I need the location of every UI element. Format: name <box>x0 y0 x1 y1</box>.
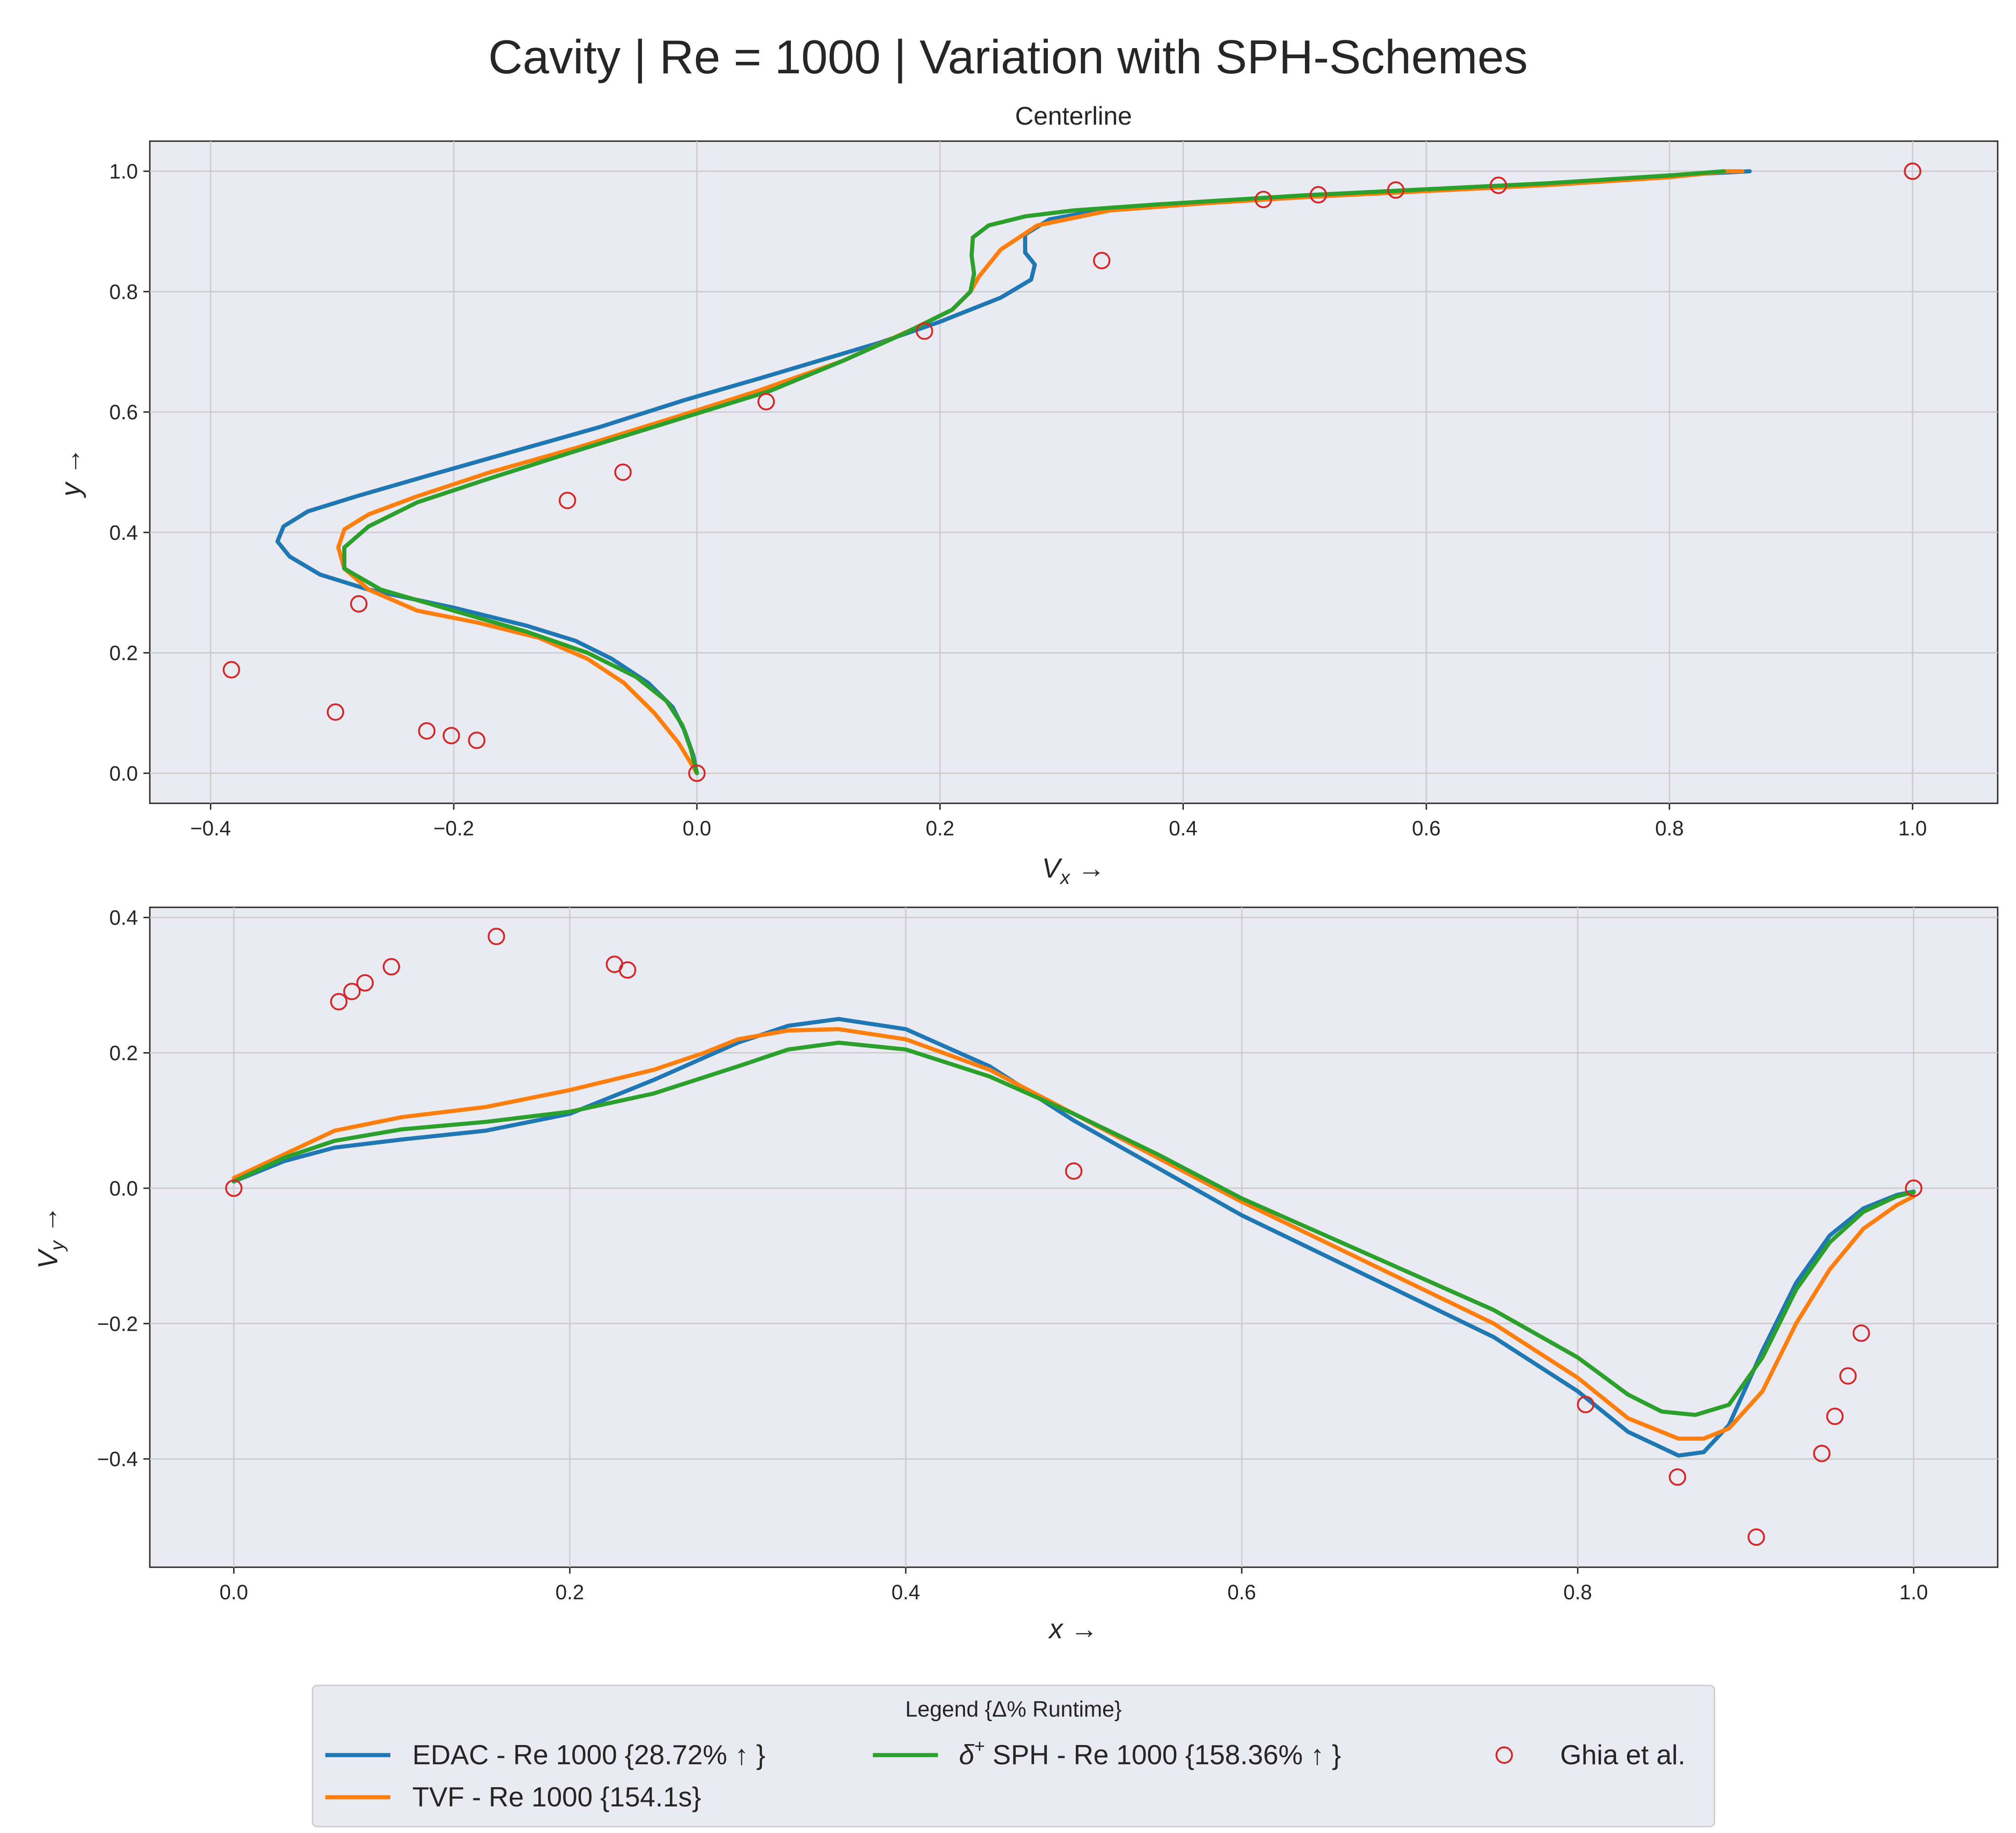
x-ticks: −0.4 −0.2 0.0 0.2 0.4 0.6 0.8 1.0 <box>190 803 1927 840</box>
x-tick-label: 0.6 <box>1412 817 1441 840</box>
ghia-data-point <box>1748 1528 1765 1546</box>
legend-marker-ghia <box>1496 1746 1513 1764</box>
y-tick-label: 0.2 <box>109 1042 138 1065</box>
x-tick-label: 0.4 <box>1169 817 1198 840</box>
ghia-data-point <box>1490 176 1507 194</box>
ghia-data-point <box>330 993 348 1010</box>
y-tick-label: 0.0 <box>109 762 138 785</box>
y-tick-label: −0.2 <box>97 1312 138 1335</box>
panel-title: Centerline <box>1015 101 1132 130</box>
figure-title: Cavity | Re = 1000 | Variation with SPH-… <box>488 31 1528 84</box>
delta-plus-sph-series-line <box>231 1040 1916 1417</box>
x-tick-label: 0.0 <box>683 817 712 840</box>
x-tick-label: −0.2 <box>433 817 474 840</box>
ghia-data-point <box>614 463 632 481</box>
legend: Legend {Δ% Runtime} EDAC - Re 1000 {28.7… <box>312 1685 1715 1828</box>
y-tick-label: 0.2 <box>109 642 138 665</box>
y-axis-label: Vy → <box>33 1206 68 1269</box>
x-ticks: 0.0 0.2 0.4 0.6 0.8 1.0 <box>219 1567 1928 1604</box>
ghia-data-point <box>757 393 775 411</box>
grid <box>150 141 1998 803</box>
ghia-data-point <box>443 727 460 745</box>
y-tick-label: 0.0 <box>109 1177 138 1200</box>
legend-label-ghia: Ghia et al. <box>1560 1740 1686 1770</box>
centerline-vx-panel: −0.4 −0.2 0.0 0.2 0.4 0.6 0.8 1.0 0.00.20.40.60… <box>55 101 1999 888</box>
ghia-data-point <box>225 1179 243 1197</box>
grid <box>150 907 1998 1567</box>
ghia-data-point <box>1387 181 1405 199</box>
legend-label-dsph: δ+ SPH - Re 1000 {158.36% ↑ } <box>959 1736 1341 1770</box>
x-tick-label: 0.4 <box>892 1581 920 1604</box>
x-tick-label: 1.0 <box>1898 817 1927 840</box>
x-tick-label: −0.4 <box>190 817 231 840</box>
ghia-data-point <box>688 764 706 782</box>
ghia-data-point <box>350 595 368 613</box>
ghia-data-point <box>223 661 241 679</box>
ghia-data-point <box>488 927 505 945</box>
ghia-data-point <box>1826 1407 1844 1425</box>
ghia-data-point <box>1852 1324 1870 1342</box>
y-tick-label: 1.0 <box>109 160 138 183</box>
x-tick-label: 0.8 <box>1563 1581 1592 1604</box>
ghia-data-point <box>1839 1367 1857 1385</box>
ghia-data-point <box>383 958 400 976</box>
ghia-data-point <box>1577 1395 1594 1413</box>
y-tick-label: 0.8 <box>109 280 138 303</box>
marker-layer <box>225 927 1923 1546</box>
ghia-data-point <box>1904 162 1922 180</box>
ghia-data-point <box>915 322 933 340</box>
ghia-data-point <box>327 703 345 721</box>
ghia-data-point <box>468 731 486 749</box>
y-axis-label: y → <box>55 448 86 499</box>
tvf-series-line <box>231 1027 1916 1441</box>
ghia-data-point <box>1669 1468 1687 1486</box>
ghia-data-point <box>356 974 374 992</box>
x-tick-label: 1.0 <box>1899 1581 1928 1604</box>
x-tick-label: 0.6 <box>1227 1581 1256 1604</box>
x-axis-label: Vx → <box>1042 853 1105 888</box>
plot-area <box>149 140 1999 804</box>
x-tick-label: 0.0 <box>219 1581 248 1604</box>
ghia-data-point <box>343 982 361 1000</box>
y-tick-label: −0.4 <box>97 1448 138 1471</box>
legend-title: Legend {Δ% Runtime} <box>905 1697 1122 1722</box>
plot-area <box>149 906 1999 1568</box>
ghia-data-point <box>418 722 436 740</box>
ghia-data-point <box>1065 1162 1083 1180</box>
y-ticks: −0.4 −0.2 0.0 0.2 0.4 <box>97 906 150 1471</box>
ghia-data-point <box>1309 186 1327 204</box>
legend-label-tvf: TVF - Re 1000 {154.1s} <box>412 1782 701 1812</box>
x-tick-label: 0.2 <box>926 817 954 840</box>
ghia-data-point <box>1255 191 1272 209</box>
ghia-data-point <box>1905 1179 1923 1197</box>
marker-layer <box>223 162 1922 782</box>
y-tick-label: 0.6 <box>109 401 138 424</box>
delta-plus-sph-series-line <box>342 169 1726 775</box>
y-tick-label: 0.4 <box>109 521 138 544</box>
y-tick-label: 0.4 <box>109 906 138 929</box>
x-tick-label: 0.2 <box>555 1581 584 1604</box>
series-layer <box>275 169 1752 775</box>
legend-box <box>312 1685 1715 1828</box>
x-axis-label: x → <box>1048 1613 1098 1644</box>
ghia-data-point <box>619 961 636 979</box>
vy-profile-panel: 0.0 0.2 0.4 0.6 0.8 1.0 −0.4 −0.2 0.0 0.2 0.4 x →… <box>33 906 1999 1644</box>
series-layer <box>231 1017 1916 1458</box>
ghia-data-point <box>1813 1444 1831 1462</box>
x-tick-label: 0.8 <box>1655 817 1684 840</box>
edac-series-line <box>231 1017 1916 1458</box>
legend-label-edac: EDAC - Re 1000 {28.72% ↑ } <box>412 1740 765 1770</box>
ghia-data-point <box>559 492 576 510</box>
ghia-data-point <box>1093 252 1111 269</box>
y-ticks: 0.0 0.2 0.4 0.6 0.8 1.0 <box>109 160 150 785</box>
